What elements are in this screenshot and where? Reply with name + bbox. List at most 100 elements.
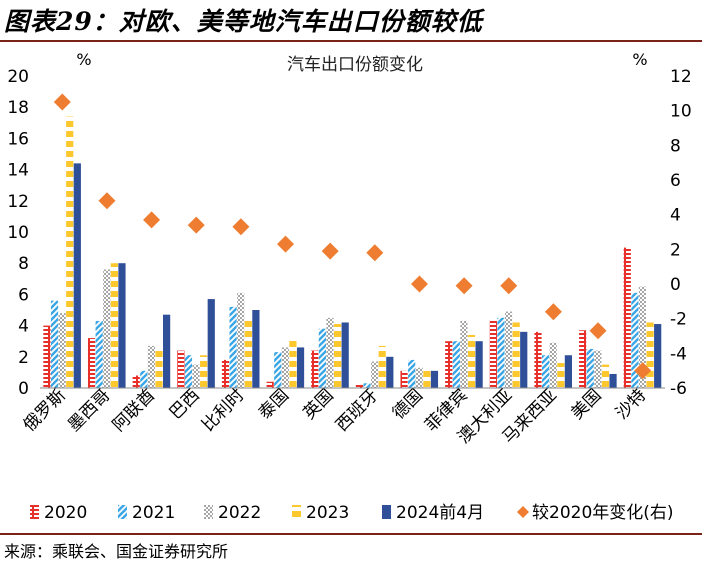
legend-swatch-2024前4月 bbox=[382, 505, 391, 519]
bar-2021-沙特 bbox=[631, 292, 639, 388]
bar-2024前4月-澳大利亚 bbox=[520, 331, 528, 388]
bar-2024前4月-菲律宾 bbox=[475, 341, 483, 388]
bar-2023-美国 bbox=[601, 364, 610, 388]
bar-2023-巴西 bbox=[200, 355, 208, 388]
left-tick-label: 16 bbox=[7, 129, 29, 149]
bar-2024前4月-俄罗斯 bbox=[73, 163, 81, 388]
x-tick-label: 比利时 bbox=[198, 385, 248, 435]
bar-2021-西班牙 bbox=[363, 383, 371, 388]
bar-2023-阿联酋 bbox=[155, 349, 163, 388]
legend-label: 2022 bbox=[218, 503, 261, 523]
bar-2020-菲律宾 bbox=[445, 341, 453, 388]
bar-2023-泰国 bbox=[289, 339, 297, 388]
left-tick-label: 4 bbox=[18, 317, 29, 337]
right-tick-label: 2 bbox=[670, 240, 681, 260]
x-tick-label: 英国 bbox=[300, 385, 338, 423]
bar-2023-德国 bbox=[423, 370, 431, 388]
bar-2020-马来西亚 bbox=[534, 331, 542, 388]
left-tick-label: 10 bbox=[7, 223, 29, 243]
bar-2020-俄罗斯 bbox=[43, 325, 51, 388]
bar-2022-澳大利亚 bbox=[504, 311, 513, 388]
bar-2020-沙特 bbox=[623, 247, 631, 388]
title-divider bbox=[0, 40, 702, 42]
bar-2023-英国 bbox=[333, 324, 342, 388]
bar-2020-西班牙 bbox=[355, 384, 364, 388]
bar-2024前4月-英国 bbox=[341, 322, 349, 388]
source-divider bbox=[0, 533, 702, 535]
legend-swatch-2023 bbox=[292, 505, 301, 519]
change-marker-美国 bbox=[589, 322, 607, 340]
bar-2023-沙特 bbox=[646, 322, 654, 388]
bar-2020-英国 bbox=[311, 350, 319, 388]
bar-2021-泰国 bbox=[274, 352, 282, 388]
left-tick-label: 8 bbox=[18, 254, 29, 274]
change-marker-沙特 bbox=[634, 362, 652, 380]
legend-label: 较2020年变化(右) bbox=[532, 503, 674, 523]
bar-2022-阿联酋 bbox=[147, 345, 156, 388]
change-marker-巴西 bbox=[187, 216, 205, 234]
bar-2023-西班牙 bbox=[378, 345, 386, 388]
change-marker-墨西哥 bbox=[98, 192, 116, 210]
bar-2021-德国 bbox=[408, 359, 416, 388]
legend-swatch-2022 bbox=[204, 505, 213, 519]
bar-2024前4月-泰国 bbox=[296, 347, 305, 388]
legend-swatch-2021 bbox=[118, 505, 127, 519]
change-marker-泰国 bbox=[277, 235, 295, 253]
bar-2022-墨西哥 bbox=[103, 269, 111, 388]
bar-2021-马来西亚 bbox=[541, 355, 550, 388]
change-marker-阿联酋 bbox=[143, 211, 161, 229]
bar-2020-澳大利亚 bbox=[489, 320, 497, 388]
change-marker-澳大利亚 bbox=[500, 277, 518, 295]
change-marker-比利时 bbox=[232, 218, 250, 236]
bar-2020-墨西哥 bbox=[87, 338, 96, 388]
bar-2021-巴西 bbox=[184, 355, 193, 388]
bar-2021-英国 bbox=[318, 328, 326, 388]
bar-2024前4月-西班牙 bbox=[386, 356, 394, 388]
right-tick-label: -6 bbox=[670, 379, 687, 399]
right-axis-unit: % bbox=[632, 50, 647, 69]
x-tick-label: 泰国 bbox=[255, 385, 293, 423]
legend-label: 2021 bbox=[132, 503, 175, 523]
bar-2023-马来西亚 bbox=[557, 363, 565, 388]
bar-2021-澳大利亚 bbox=[497, 317, 505, 388]
bar-2024前4月-巴西 bbox=[207, 299, 215, 388]
x-tick-label: 墨西哥 bbox=[64, 385, 114, 435]
right-tick-label: 10 bbox=[670, 102, 692, 122]
change-marker-英国 bbox=[321, 242, 339, 260]
left-axis-unit: % bbox=[76, 50, 91, 69]
left-tick-label: 0 bbox=[18, 379, 29, 399]
bar-2022-泰国 bbox=[281, 347, 289, 388]
bar-2020-比利时 bbox=[221, 359, 230, 388]
bar-2024前4月-沙特 bbox=[654, 324, 662, 388]
bar-2024前4月-马来西亚 bbox=[564, 355, 572, 388]
x-tick-label: 巴西 bbox=[166, 385, 204, 423]
bar-2022-比利时 bbox=[237, 292, 245, 388]
source-note: 来源：乘联会、国金证券研究所 bbox=[4, 542, 229, 561]
bar-2021-菲律宾 bbox=[452, 341, 460, 388]
bar-2024前4月-墨西哥 bbox=[118, 263, 126, 388]
bar-2022-巴西 bbox=[192, 364, 200, 388]
bar-2020-巴西 bbox=[177, 350, 185, 388]
bar-2020-泰国 bbox=[266, 381, 274, 388]
right-tick-label: -4 bbox=[670, 344, 687, 364]
bar-2022-俄罗斯 bbox=[58, 313, 66, 388]
bar-2024前4月-比利时 bbox=[252, 310, 260, 388]
right-tick-label: 0 bbox=[670, 275, 681, 295]
right-tick-label: -2 bbox=[670, 310, 687, 330]
legend-swatch-2020 bbox=[30, 505, 39, 519]
x-tick-label: 美国 bbox=[567, 385, 605, 423]
bar-2022-德国 bbox=[415, 367, 423, 388]
bar-2022-美国 bbox=[594, 350, 602, 388]
right-tick-label: 12 bbox=[670, 67, 692, 87]
x-tick-label: 西班牙 bbox=[332, 385, 382, 435]
bar-2024前4月-阿联酋 bbox=[163, 314, 171, 388]
x-tick-label: 德国 bbox=[389, 385, 427, 423]
bar-2020-阿联酋 bbox=[132, 375, 140, 388]
bar-2020-德国 bbox=[400, 370, 408, 388]
change-marker-俄罗斯 bbox=[53, 93, 71, 111]
right-tick-label: 8 bbox=[670, 136, 681, 156]
legend-label: 2023 bbox=[306, 503, 349, 523]
bar-2023-俄罗斯 bbox=[66, 116, 74, 388]
left-tick-label: 14 bbox=[7, 161, 29, 181]
